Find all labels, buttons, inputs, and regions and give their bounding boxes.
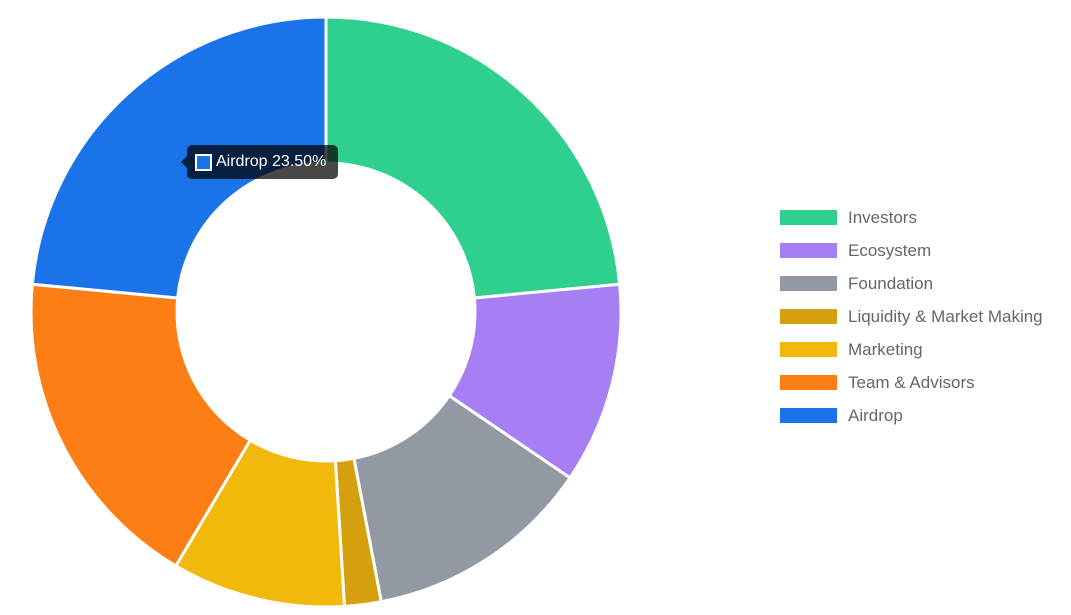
legend-label: Airdrop (848, 405, 903, 425)
legend-label: Team & Advisors (848, 372, 975, 392)
legend-swatch (780, 210, 837, 225)
legend-swatch (780, 342, 837, 357)
donut-slice-team-advisors[interactable] (29, 282, 253, 568)
legend-item-investors[interactable]: Investors (780, 201, 1043, 234)
tooltip-label: Airdrop (216, 153, 268, 170)
legend-label: Foundation (848, 273, 934, 293)
legend-swatch (780, 408, 837, 423)
legend-item-airdrop[interactable]: Airdrop (780, 399, 1043, 432)
tooltip-value: 23.50% (272, 153, 327, 170)
legend-item-marketing[interactable]: Marketing (780, 333, 1043, 366)
legend-label: Ecosystem (848, 240, 932, 260)
legend-swatch (780, 309, 837, 324)
donut-slice-airdrop[interactable] (30, 15, 328, 300)
tooltip-color-swatch (195, 153, 212, 171)
chart-legend: Investors Ecosystem Foundation Liquidity & … (780, 201, 1043, 432)
legend-item-foundation[interactable]: Foundation (780, 267, 1043, 300)
chart-tooltip: Airdrop 23.50% (180, 145, 339, 179)
legend-item-team-advisors[interactable]: Team & Advisors (780, 366, 1043, 399)
donut-slice-investors[interactable] (324, 15, 622, 300)
donut-slices (29, 15, 623, 609)
legend-label: Liquidity & Market Making (848, 306, 1043, 326)
legend-item-ecosystem[interactable]: Ecosystem (780, 234, 1043, 267)
legend-swatch (780, 375, 837, 390)
legend-item-liquidity-market-making[interactable]: Liquidity & Market Making (780, 300, 1043, 333)
legend-label: Marketing (848, 339, 923, 359)
legend-swatch (780, 276, 837, 291)
legend-label: Investors (848, 207, 917, 227)
legend-swatch (780, 243, 837, 258)
donut-slice-foundation[interactable] (352, 393, 573, 604)
